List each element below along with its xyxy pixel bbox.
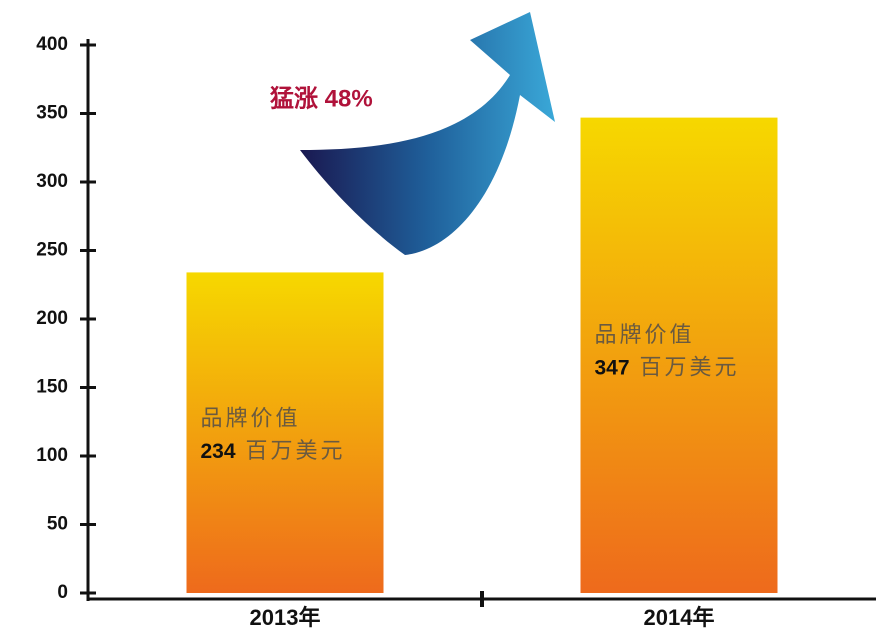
bar (186, 272, 384, 593)
unit-label: 百万美元 (246, 438, 346, 463)
bar-value-label: 347 百万美元 (595, 354, 740, 379)
bar-label-title: 品牌价值 (201, 406, 301, 431)
bar-value-label: 234 百万美元 (201, 438, 346, 463)
bar (580, 117, 778, 594)
unit-label: 百万美元 (640, 354, 740, 379)
y-tick-label: 200 (36, 308, 68, 329)
y-tick-label: 100 (36, 445, 68, 466)
y-tick-label: 350 (36, 103, 68, 124)
growth-annotation: 猛涨 48% (270, 85, 373, 112)
y-tick-label: 400 (36, 34, 68, 55)
value-label: 234 (201, 439, 236, 462)
y-tick-label: 0 (57, 582, 68, 603)
y-tick-label: 50 (47, 514, 68, 535)
growth-arrow (300, 12, 555, 255)
y-tick-label: 150 (36, 377, 68, 398)
x-tick-label: 2014年 (644, 605, 715, 630)
value-label: 347 (595, 356, 630, 379)
x-tick-label: 2013年 (250, 605, 321, 630)
y-tick-label: 250 (36, 240, 68, 261)
bar-label-title: 品牌价值 (595, 322, 695, 347)
y-tick-label: 300 (36, 171, 68, 192)
